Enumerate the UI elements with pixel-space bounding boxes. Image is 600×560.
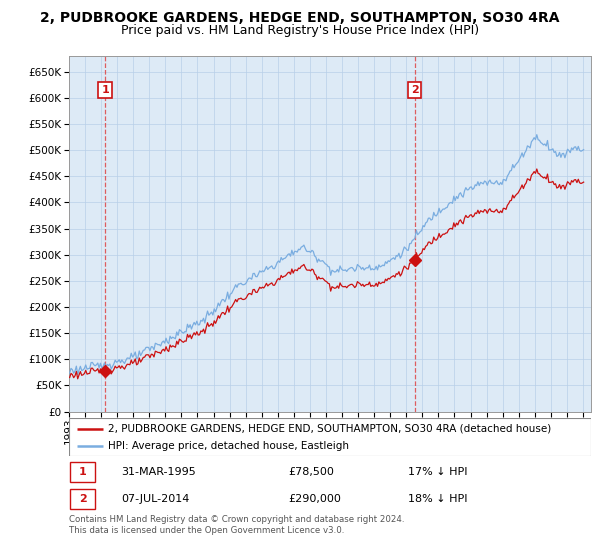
Text: 31-MAR-1995: 31-MAR-1995 [121,467,196,477]
Text: 17% ↓ HPI: 17% ↓ HPI [409,467,468,477]
Bar [70,489,95,509]
Text: £290,000: £290,000 [288,494,341,504]
Text: HPI: Average price, detached house, Eastleigh: HPI: Average price, detached house, East… [108,441,349,451]
Text: 07-JUL-2014: 07-JUL-2014 [121,494,190,504]
Bar [70,462,95,482]
Text: 2, PUDBROOKE GARDENS, HEDGE END, SOUTHAMPTON, SO30 4RA (detached house): 2, PUDBROOKE GARDENS, HEDGE END, SOUTHAM… [108,423,551,433]
Text: Price paid vs. HM Land Registry's House Price Index (HPI): Price paid vs. HM Land Registry's House … [121,24,479,36]
Text: £78,500: £78,500 [288,467,334,477]
Text: 1: 1 [79,467,86,477]
Text: 1: 1 [101,85,109,95]
Text: Contains HM Land Registry data © Crown copyright and database right 2024.
This d: Contains HM Land Registry data © Crown c… [69,515,404,535]
Text: 2, PUDBROOKE GARDENS, HEDGE END, SOUTHAMPTON, SO30 4RA: 2, PUDBROOKE GARDENS, HEDGE END, SOUTHAM… [40,11,560,25]
Text: 18% ↓ HPI: 18% ↓ HPI [409,494,468,504]
Text: 2: 2 [411,85,419,95]
Text: 2: 2 [79,494,86,504]
